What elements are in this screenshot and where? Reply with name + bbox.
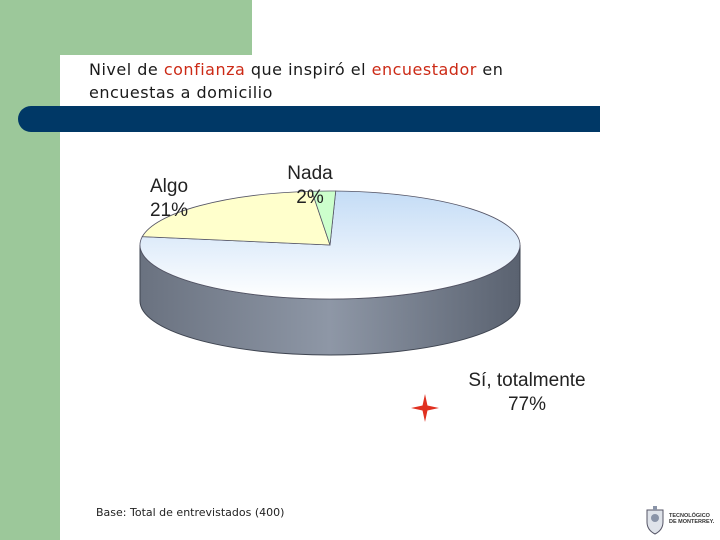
institution-logo: TECNOLÓGICO DE MONTERREY. <box>644 505 720 535</box>
left-sidebar-stripe <box>0 0 60 540</box>
pie-slice-algo <box>141 190 331 246</box>
slice-label-nada: Nada 2% <box>278 162 342 210</box>
slice-label-si-pct: 77% <box>507 394 547 415</box>
slice-label-nada-name: Nada <box>287 163 333 184</box>
title-part-1: Nivel de <box>89 60 164 79</box>
pie-chart <box>139 190 521 422</box>
title-part-2: confianza <box>163 60 246 79</box>
slice-label-si: Sí, totalmente 77% <box>452 369 602 417</box>
title-background <box>60 55 600 105</box>
logo-text-1: TECNOLÓGICO <box>669 513 710 519</box>
slice-label-algo-pct: 21% <box>149 200 189 221</box>
base-note: Base: Total de entrevistados (400) <box>96 506 285 519</box>
slide-title: Nivel de confianza que inspiró el encues… <box>89 58 579 104</box>
star-marker-icon <box>411 394 439 422</box>
shield-icon <box>646 506 664 535</box>
title-part-4: encuestador <box>371 60 477 79</box>
title-rule-band <box>18 106 600 132</box>
logo-text-2: DE MONTERREY. <box>669 519 715 525</box>
pie-3d-group <box>139 190 521 356</box>
pie-slice-nada <box>311 190 337 246</box>
slice-label-algo-name: Algo <box>149 176 189 197</box>
slice-label-algo: Algo 21% <box>138 175 200 223</box>
title-part-5: en encuestas a domicilio <box>89 60 504 102</box>
star-shape <box>411 394 439 422</box>
slice-label-nada-pct: 2% <box>296 187 324 208</box>
title-part-3: que inspiró el <box>245 60 372 79</box>
slice-label-si-name: Sí, totalmente <box>468 370 586 391</box>
